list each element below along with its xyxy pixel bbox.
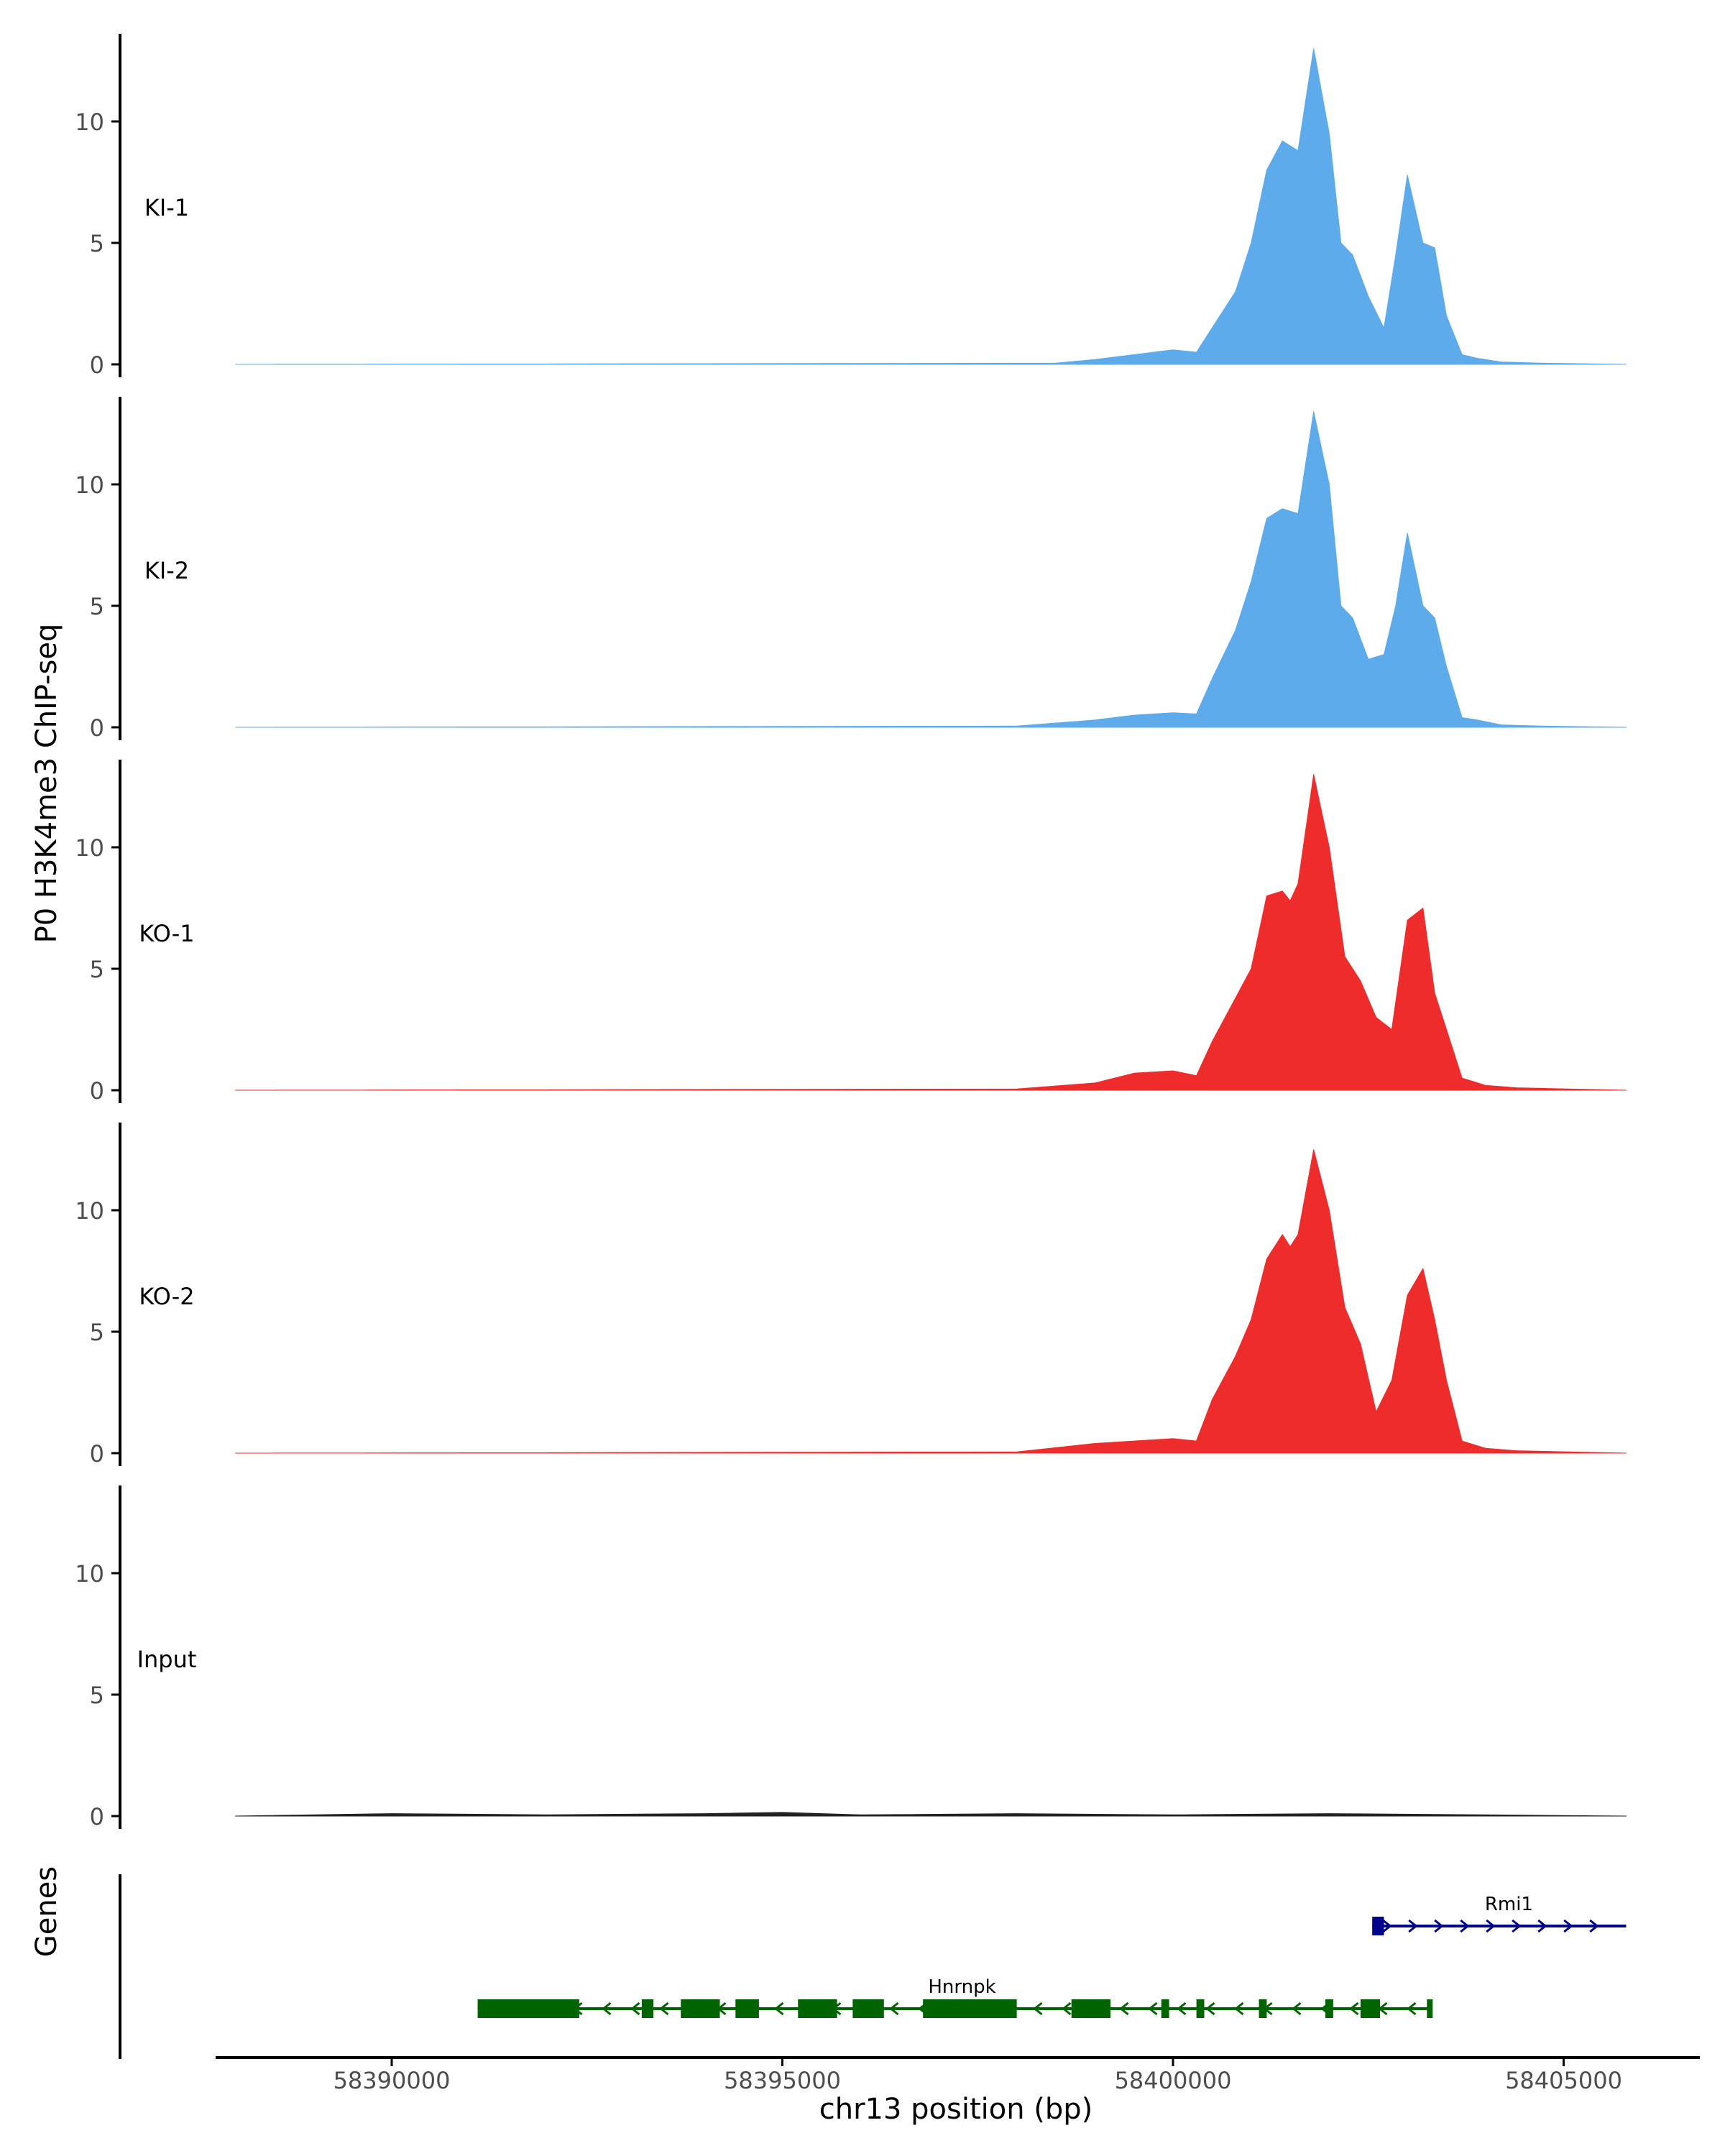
strand-chevron: [1460, 1919, 1470, 1933]
strand-chevron: [1292, 2001, 1302, 2016]
gene-rmi1: Rmi1: [1372, 1894, 1627, 1935]
y-tick-label: 10: [75, 1560, 104, 1588]
strand-chevron: [1486, 1919, 1496, 1933]
strand-chevron: [602, 2001, 612, 2016]
track-label: KI-1: [144, 194, 189, 221]
strand-chevron: [1407, 2001, 1417, 2016]
strand-chevron: [659, 2001, 669, 2016]
y-tick-label: 10: [75, 471, 104, 499]
strand-chevron: [1563, 1919, 1573, 1933]
track-label: KO-2: [139, 1283, 194, 1310]
exon: [852, 1999, 884, 2018]
x-tick-label: 58405000: [1505, 2067, 1622, 2094]
y-tick-label: 5: [90, 956, 104, 983]
gene-hnrnpk: Hnrnpk: [477, 1976, 1433, 2018]
exon: [1161, 1999, 1169, 2018]
exon: [798, 1999, 837, 2018]
exon: [1427, 1999, 1433, 2018]
strand-chevron: [1062, 2001, 1072, 2016]
x-axis-label: chr13 position (bp): [819, 2093, 1093, 2126]
strand-chevron: [1434, 1919, 1444, 1933]
track-ki-1: 0 5 10 KI-1: [75, 34, 1627, 379]
x-tick-label: 58395000: [724, 2067, 841, 2094]
exon: [1360, 1999, 1381, 2018]
track-ki-2: 0 5 10 KI-2: [75, 397, 1627, 742]
gene-name: Hnrnpk: [928, 1976, 995, 1998]
exon: [1071, 1999, 1111, 2018]
genes-track-label: Genes: [30, 1866, 63, 1957]
strand-chevron: [1537, 1919, 1547, 1933]
strand-chevron: [774, 2001, 784, 2016]
exon: [1196, 1999, 1205, 2018]
y-tick-label: 0: [90, 1077, 104, 1105]
y-tick-label: 0: [90, 714, 104, 742]
exon: [1259, 1999, 1267, 2018]
gene-track: Hnrnpk Rmi1: [119, 1874, 1627, 2059]
track-label: KI-2: [144, 557, 189, 584]
signal-area-ki-1: [235, 48, 1627, 365]
y-tick-label: 0: [90, 1440, 104, 1468]
x-tick-label: 58390000: [334, 2067, 451, 2094]
strand-chevron: [1148, 2001, 1158, 2016]
y-tick-label: 10: [75, 834, 104, 862]
track-ko-2: 0 5 10 KO-2: [75, 1123, 1627, 1468]
strand-chevron: [1205, 2001, 1215, 2016]
exon: [641, 1999, 654, 2018]
gene-name: Rmi1: [1485, 1894, 1533, 1915]
y-tick-label: 5: [90, 593, 104, 620]
strand-chevron: [1033, 2001, 1043, 2016]
strand-chevron: [1349, 2001, 1359, 2016]
strand-chevron: [1382, 1919, 1392, 1933]
signal-area-input: [235, 1812, 1627, 1817]
exon: [923, 1999, 1017, 2018]
y-tick-label: 10: [75, 1197, 104, 1225]
y-tick-label: 5: [90, 1682, 104, 1709]
exon: [477, 1999, 579, 2018]
y-tick-label: 5: [90, 1319, 104, 1346]
signal-tracks: 0 5 10 KI-1 0 5 10 KI-2 0 5 10 KO-1 0 5 10 KO-2 0 5 10 Inpu…: [75, 34, 1627, 1830]
track-label: Input: [137, 1646, 197, 1673]
x-tick-label: 58400000: [1115, 2067, 1232, 2094]
strand-chevron: [889, 2001, 899, 2016]
x-axis: 58390000 58395000 58400000 58405000: [216, 2056, 1700, 2094]
y-tick-label: 10: [75, 109, 104, 136]
strand-chevron: [1234, 2001, 1244, 2016]
strand-chevron: [1512, 1919, 1522, 1933]
y-tick-label: 5: [90, 230, 104, 257]
track-input: 0 5 10 Input: [75, 1485, 1627, 1830]
y-axis-label: P0 H3K4me3 ChIP-seq: [30, 624, 63, 944]
track-label: KO-1: [139, 920, 194, 947]
strand-chevron: [1119, 2001, 1129, 2016]
signal-area-ko-2: [235, 1149, 1627, 1454]
strand-chevron: [1408, 1919, 1418, 1933]
y-tick-label: 0: [90, 1803, 104, 1830]
track-ko-1: 0 5 10 KO-1: [75, 760, 1627, 1105]
exon: [1325, 1999, 1333, 2018]
exon: [1372, 1917, 1384, 1935]
strand-chevron: [1589, 1919, 1599, 1933]
exon: [735, 1999, 759, 2018]
exon: [681, 1999, 720, 2018]
signal-area-ko-1: [235, 774, 1627, 1091]
y-tick-label: 0: [90, 351, 104, 379]
strand-chevron: [1177, 2001, 1187, 2016]
strand-chevron: [630, 2001, 640, 2016]
signal-area-ki-2: [235, 411, 1627, 728]
